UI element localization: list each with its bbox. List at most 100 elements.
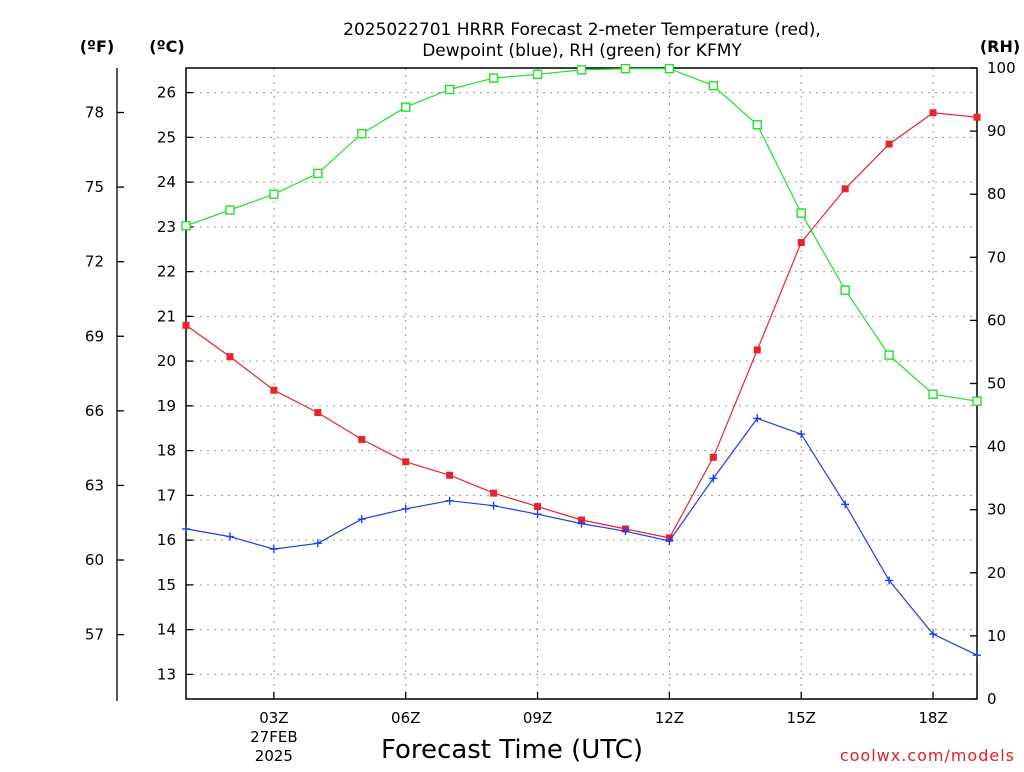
y-tick-label-rh: 70 (987, 248, 1006, 266)
y-tick-label-f: 75 (85, 178, 104, 196)
rh-point (752, 120, 762, 130)
rh-point (269, 189, 279, 199)
series-layer (181, 63, 982, 660)
dewpoint-point (709, 474, 718, 483)
rh-point (313, 168, 323, 179)
dewpoint-series-line (185, 417, 978, 656)
dewpoint-point (665, 537, 674, 546)
temperature-point (314, 409, 322, 417)
y-tick-label-c: 16 (157, 531, 176, 549)
x-axis-label: Forecast Time (UTC) (381, 735, 643, 765)
dewpoint-point (841, 500, 850, 509)
x-tick-label: 06Z (391, 709, 420, 727)
y-tick-label-c: 26 (157, 84, 176, 102)
axes-layer (116, 67, 978, 701)
rh-point (225, 205, 235, 215)
temperature-point (358, 435, 366, 443)
y-tick-label-f: 57 (85, 626, 104, 644)
temperature-point (709, 453, 717, 461)
y-tick-label-f: 72 (85, 253, 104, 271)
rh-point (401, 102, 411, 112)
credit-text: coolwx.com/models (840, 746, 1015, 765)
temperature-point (182, 321, 190, 329)
x-tick-label: 12Z (655, 709, 684, 727)
temperature-point (929, 109, 937, 117)
dewpoint-point (577, 519, 586, 528)
temperature-point (841, 185, 849, 193)
chart-title-line-1: 2025022701 HRRR Forecast 2-meter Tempera… (343, 20, 821, 40)
rh-unit-label: (RH) (980, 37, 1020, 56)
plot-frame (185, 67, 978, 700)
dewpoint-point (533, 510, 542, 519)
x-tick-label: 18Z (918, 709, 947, 727)
dewpoint-point (929, 630, 938, 639)
rh-point (444, 84, 455, 95)
temperature-point (885, 140, 893, 148)
dewpoint-point (225, 532, 234, 541)
dewpoint-point (269, 545, 278, 554)
y-tick-label-rh: 50 (987, 375, 1006, 393)
y-tick-label-rh: 30 (987, 501, 1006, 519)
y-tick-label-c: 17 (157, 486, 176, 504)
temperature-series-line (185, 112, 978, 539)
x-tick-label: 09Z (523, 709, 552, 727)
rh-point (357, 128, 367, 139)
rh-point (488, 73, 499, 83)
dewpoint-point (313, 539, 322, 548)
y-tick-label-f: 63 (85, 476, 104, 494)
temperature-point (797, 239, 805, 247)
y-tick-label-c: 14 (157, 621, 176, 639)
temperature-point (753, 346, 761, 354)
fahrenheit-unit-label: (ºF) (80, 37, 115, 56)
dewpoint-point (797, 430, 806, 439)
dewpoint-point (885, 576, 894, 585)
chart-title-line-2: Dewpoint (blue), RH (green) for KFMY (422, 41, 742, 61)
dewpoint-point (357, 515, 366, 524)
y-tick-label-c: 23 (157, 218, 176, 236)
dewpoint-point (182, 524, 190, 533)
rh-point (532, 69, 543, 80)
temperature-point (534, 503, 542, 511)
rh-point (620, 63, 631, 74)
temperature-point (226, 353, 234, 361)
temperature-point (402, 458, 410, 466)
y-tick-label-c: 25 (157, 128, 176, 146)
y-tick-label-rh: 40 (987, 438, 1006, 456)
y-tick-label-rh: 10 (987, 627, 1006, 645)
rh-point (576, 65, 587, 75)
celsius-unit-label: (ºC) (149, 37, 184, 56)
rh-point (181, 221, 191, 231)
y-tick-label-f: 60 (85, 551, 104, 569)
y-tick-label-rh: 0 (987, 690, 997, 708)
dewpoint-point (621, 527, 630, 536)
x-tick-label: 15Z (787, 709, 816, 727)
rh-point (972, 396, 982, 406)
dewpoint-point (973, 651, 981, 660)
rh-point (884, 350, 894, 360)
y-tick-label-c: 13 (157, 665, 176, 683)
dewpoint-point (489, 501, 498, 510)
dewpoint-point (753, 414, 762, 423)
y-tick-label-rh: 20 (987, 564, 1006, 582)
y-tick-label-rh: 100 (987, 59, 1016, 77)
rh-point (840, 285, 850, 295)
temperature-point (270, 386, 278, 394)
y-tick-label-rh: 80 (987, 185, 1006, 203)
y-tick-label-rh: 60 (987, 311, 1006, 329)
y-tick-label-rh: 90 (987, 122, 1006, 140)
y-tick-label-f: 78 (85, 104, 104, 122)
rh-point (928, 389, 938, 399)
rh-point (708, 80, 719, 91)
x-date-label: 27FEB (250, 728, 297, 746)
temperature-point (973, 113, 981, 121)
y-tick-label-c: 18 (157, 442, 176, 460)
x-tick-label: 03Z (259, 709, 288, 727)
x-year-label: 2025 (255, 747, 293, 765)
rh-point (796, 208, 806, 218)
temperature-point (490, 489, 498, 497)
y-tick-label-c: 21 (157, 307, 176, 325)
rh-series-line (185, 67, 978, 402)
grid-layer (186, 68, 977, 699)
